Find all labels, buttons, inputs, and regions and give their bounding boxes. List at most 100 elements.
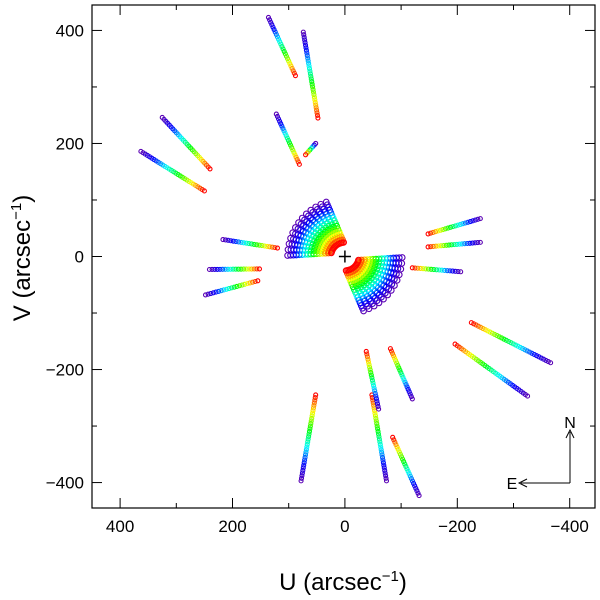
uv-point xyxy=(458,269,464,275)
uv-point xyxy=(303,47,309,53)
uv-point xyxy=(392,439,398,445)
x-tick-label: −200 xyxy=(438,517,476,536)
uv-point xyxy=(380,460,386,466)
uv-point xyxy=(366,361,372,368)
uv-point xyxy=(396,449,402,455)
uv-point xyxy=(229,285,235,291)
uv-point xyxy=(430,243,436,249)
uv-point xyxy=(299,470,305,476)
uv-point xyxy=(310,410,316,416)
y-tick-label: −200 xyxy=(46,361,84,380)
uv-point xyxy=(243,266,249,272)
uv-point xyxy=(398,370,404,376)
uv-point xyxy=(425,244,431,250)
uv-point xyxy=(205,291,211,297)
uv-point xyxy=(406,389,412,395)
y-tick-label: 200 xyxy=(56,134,84,153)
uv-point xyxy=(267,17,273,23)
uv-point xyxy=(298,475,305,481)
north-label: N xyxy=(564,415,576,432)
uv-point xyxy=(296,161,302,167)
uv-point xyxy=(372,388,378,394)
uv-point xyxy=(233,239,239,245)
tick-labels: 400 200 0 −200 −400 400 200 0 −200 −400 xyxy=(46,21,589,536)
uv-point xyxy=(368,372,374,378)
uv-point xyxy=(394,360,400,366)
uv-point xyxy=(256,242,262,248)
uv-point xyxy=(437,227,444,233)
uv-point xyxy=(228,238,234,244)
uv-point xyxy=(299,473,305,479)
uv-point xyxy=(395,362,401,368)
uv-point xyxy=(450,224,456,230)
x-axis-title: U (arcsec−1) xyxy=(279,568,407,596)
uv-point xyxy=(415,265,421,271)
uv-point xyxy=(255,278,261,284)
uv-point xyxy=(311,94,317,100)
uv-point xyxy=(442,267,448,273)
uv-point xyxy=(311,92,317,98)
uv-point xyxy=(387,346,393,352)
uv-point xyxy=(414,488,420,494)
uv-point xyxy=(412,483,418,489)
uv-point xyxy=(303,449,309,455)
uv-point xyxy=(409,265,415,271)
uv-point xyxy=(404,384,410,390)
uv-point xyxy=(378,447,384,453)
uv-point xyxy=(290,68,296,74)
uv-point xyxy=(454,241,460,247)
uv-point xyxy=(282,51,288,57)
uv-point xyxy=(269,244,275,250)
uv-point xyxy=(306,434,312,440)
uv-point xyxy=(307,423,313,429)
uv-point xyxy=(409,478,416,484)
uv-point xyxy=(370,380,376,386)
x-tick-label: 400 xyxy=(106,517,134,536)
uv-point xyxy=(372,413,378,419)
uv-point xyxy=(313,102,319,108)
north-arrowhead xyxy=(565,428,575,439)
compass-rose: N E xyxy=(507,415,576,493)
uv-point xyxy=(371,408,378,414)
axis-ticks xyxy=(92,5,595,508)
uv-point xyxy=(201,188,207,194)
uv-point xyxy=(275,116,282,122)
uv-point xyxy=(278,121,284,127)
uv-point xyxy=(379,452,385,458)
x-tick-label: 0 xyxy=(340,517,349,536)
uv-point xyxy=(403,463,409,470)
uv-point xyxy=(313,392,319,398)
uv-point xyxy=(304,441,310,447)
uv-point xyxy=(325,249,332,257)
uv-point xyxy=(246,241,252,247)
uv-point xyxy=(243,240,249,246)
uv-point xyxy=(272,29,278,35)
uv-point xyxy=(270,24,276,30)
uv-point xyxy=(289,145,295,151)
uv-point xyxy=(238,266,244,272)
uv-point xyxy=(206,266,213,273)
center-marker xyxy=(338,250,351,263)
uv-point xyxy=(412,265,418,271)
uv-point xyxy=(367,364,373,370)
uv-point xyxy=(283,133,289,139)
y-axis-title: V (arcsec−1) xyxy=(8,195,36,321)
uv-point xyxy=(268,19,274,25)
uv-point xyxy=(416,493,422,499)
uv-point xyxy=(302,42,309,48)
uv-point xyxy=(212,266,218,272)
uv-point xyxy=(288,142,294,148)
uv-point xyxy=(291,70,297,76)
uv-point xyxy=(314,107,320,113)
uv-point xyxy=(290,147,296,153)
uv-point xyxy=(306,63,312,69)
uv-point xyxy=(459,241,465,247)
uv-point xyxy=(425,231,431,237)
uv-point xyxy=(373,418,379,424)
uv-point xyxy=(235,239,242,245)
uv-point xyxy=(214,266,220,272)
uv-point xyxy=(254,242,260,248)
uv-point xyxy=(277,118,283,124)
uv-point xyxy=(369,375,375,381)
uv-point xyxy=(397,367,403,373)
